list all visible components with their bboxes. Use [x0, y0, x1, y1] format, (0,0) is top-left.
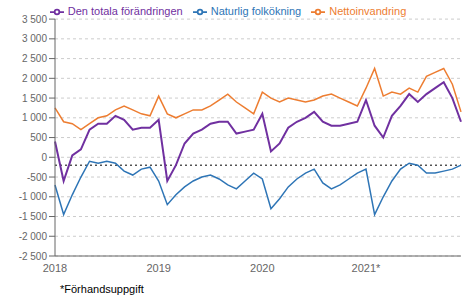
svg-text:3 500: 3 500 [22, 14, 47, 25]
svg-text:2021*: 2021* [352, 262, 381, 274]
html-text:Naturlig folkökning: Naturlig folkökning [210, 5, 302, 17]
svg-text:2 500: 2 500 [22, 53, 47, 64]
html-text:*Förhandsuppgift: *Förhandsuppgift [60, 283, 144, 295]
svg-text:2020: 2020 [250, 262, 274, 274]
html-text:Nettoinvandring: Nettoinvandring [329, 5, 407, 17]
svg-text:1 000: 1 000 [22, 112, 47, 123]
svg-text:-1 000: -1 000 [19, 191, 48, 202]
svg-text:1 500: 1 500 [22, 93, 47, 104]
svg-text:0: 0 [41, 152, 47, 163]
svg-text:-2 500: -2 500 [19, 251, 48, 262]
svg-text:500: 500 [30, 132, 47, 143]
html-text:Den totala förändringen: Den totala förändringen [67, 5, 183, 17]
svg-text:-2 000: -2 000 [19, 231, 48, 242]
svg-text:3 000: 3 000 [22, 33, 47, 44]
svg-text:2018: 2018 [43, 262, 67, 274]
svg-text:2019: 2019 [146, 262, 170, 274]
svg-text:-500: -500 [27, 172, 47, 183]
svg-text:-1 500: -1 500 [19, 211, 48, 222]
svg-text:2 000: 2 000 [22, 73, 47, 84]
